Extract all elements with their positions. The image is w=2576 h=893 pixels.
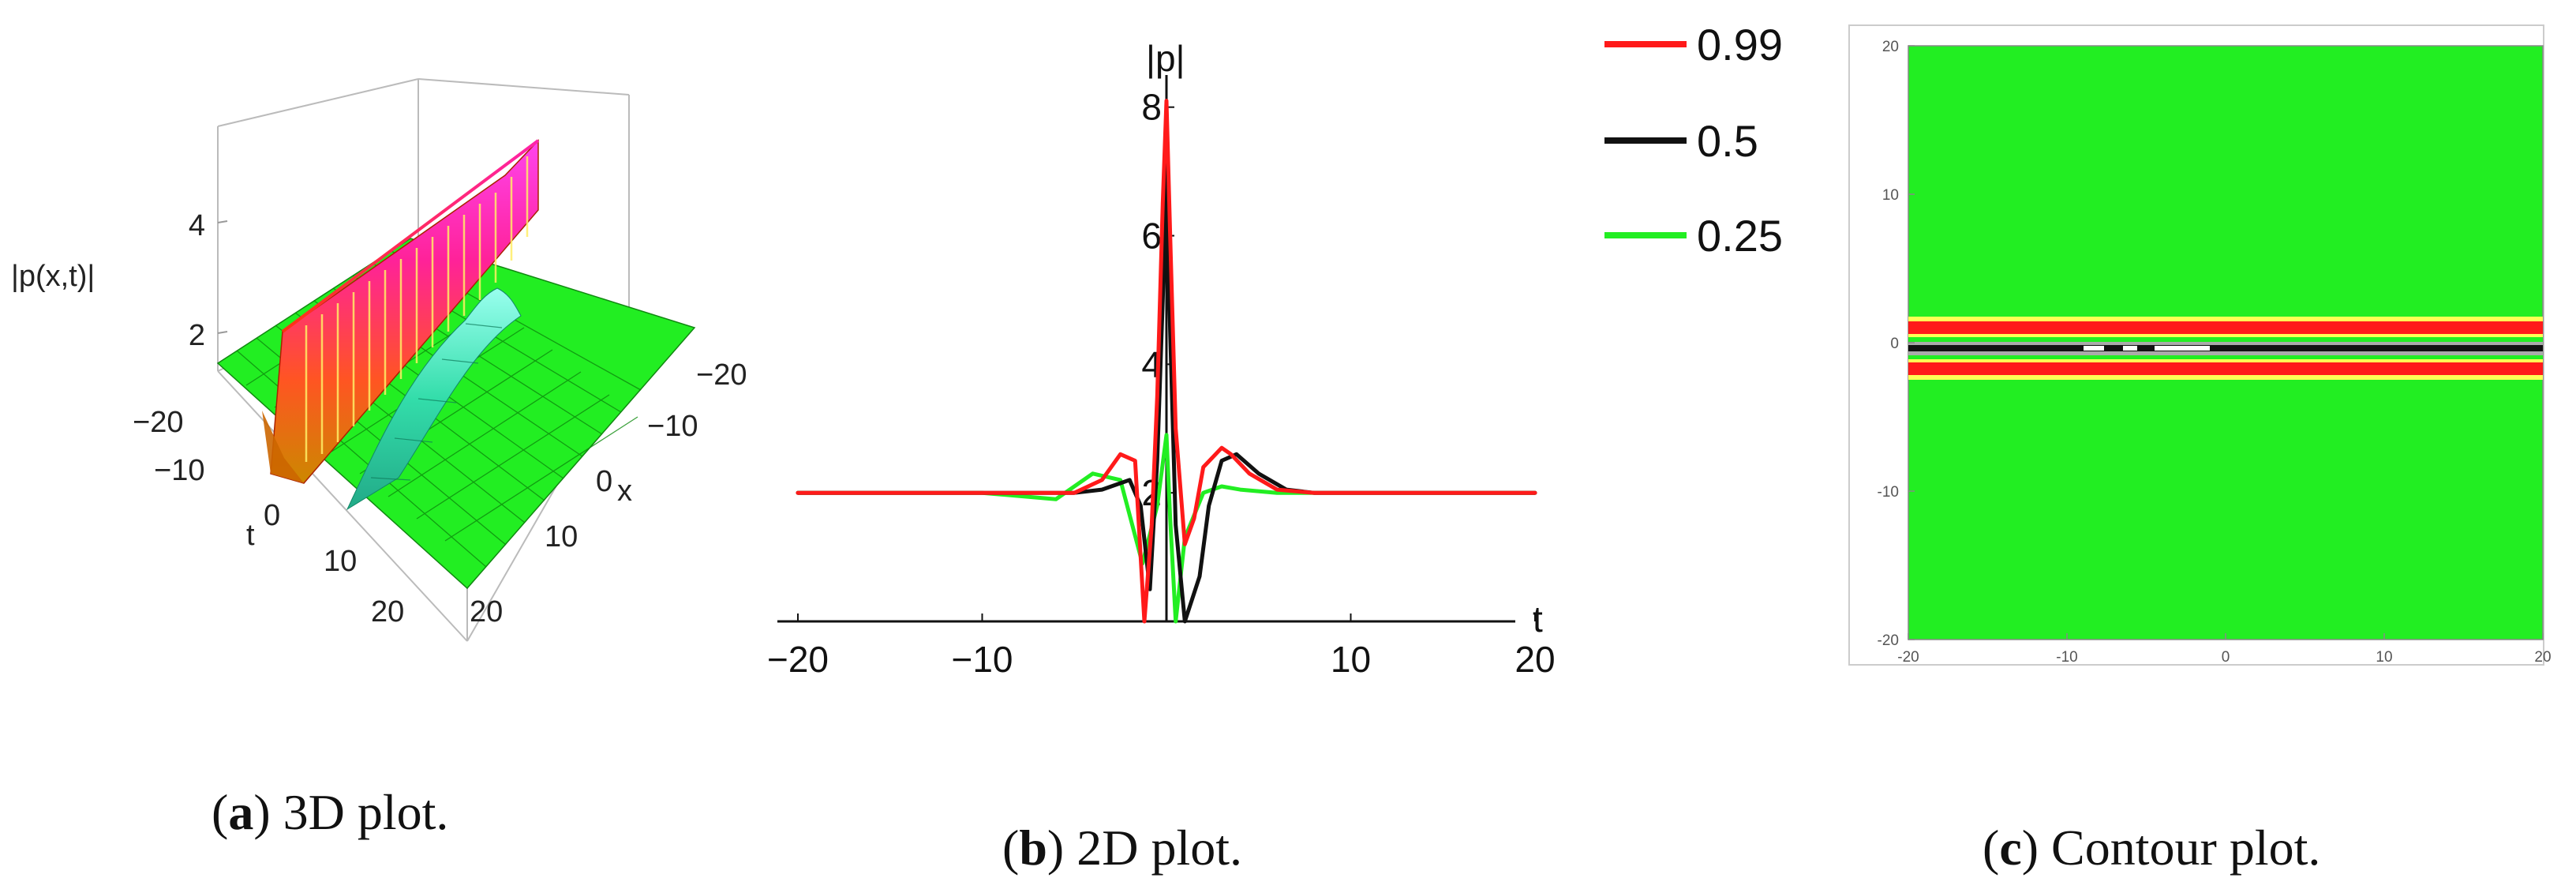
x-tick-label: 20: [470, 595, 503, 628]
z-axis-label: |p(x,t)|: [11, 260, 95, 293]
contour-stripe: [1908, 334, 2543, 337]
t-axis-label: t: [1533, 598, 1543, 640]
x-tick-label: −10: [951, 639, 1013, 680]
contour-core-highlight: [2084, 346, 2104, 351]
caption-b-letter: b: [1019, 820, 1047, 876]
caption-a-text: 3D plot.: [271, 784, 449, 840]
series-line-0-99: [796, 99, 1537, 624]
box-edge: [217, 78, 419, 127]
ridge-base: [262, 411, 304, 483]
series-line-0-25: [796, 433, 1537, 624]
t-axis-label: t: [246, 519, 255, 552]
x-tick-label: 10: [545, 520, 578, 553]
z-tick-label: 4: [189, 209, 205, 242]
contour-core-highlight: [2123, 346, 2137, 351]
contour-y-tick-label: 10: [1882, 187, 1899, 204]
contour-gap: [1908, 337, 2543, 342]
wave-stripe: [417, 398, 457, 403]
wave-stripe: [441, 358, 479, 364]
t-tick-label: 0: [264, 499, 280, 532]
caption-b-text: 2D plot.: [1064, 820, 1242, 876]
contour-gap: [1908, 355, 2543, 359]
caption-a: (a) 3D plot.: [212, 784, 448, 840]
t-tick-label: −20: [133, 406, 183, 439]
panel-b-series: [796, 99, 1537, 624]
legend-label-0-99: 0.99: [1697, 20, 1783, 69]
panel-a-3d-plot: 4 2 |p(x,t)| −20 −10 0 10 20 t −20 −10 0…: [11, 78, 747, 642]
contour-y-tick-label: -20: [1878, 632, 1899, 649]
x-tick-label: −20: [767, 639, 829, 680]
caption-b: (b) 2D plot.: [1002, 820, 1242, 876]
x-axis: −20 −10 0 10 20 x: [470, 358, 747, 628]
panel-c-ticks: -20 -10 0 10 20 -20 -10 0 10 20: [1878, 39, 2552, 666]
caption-c-letter: c: [1999, 820, 2021, 876]
contour-stripe: [1908, 375, 2543, 380]
z-axis: 4 2 |p(x,t)|: [11, 209, 228, 352]
contour-stripe: [1908, 359, 2543, 362]
series-line-0-5: [796, 175, 1537, 624]
wave-stripe: [394, 437, 433, 443]
y-tick-label: 6: [1141, 216, 1162, 257]
x-tick-label: 10: [1331, 639, 1371, 680]
ridge-crest: [281, 139, 540, 333]
legend-label-0-5: 0.5: [1697, 116, 1758, 166]
caption-c-text: Contour plot.: [2039, 820, 2320, 876]
contour-core: [1908, 345, 2543, 351]
contour-y-tick-label: 20: [1882, 39, 1899, 55]
contour-band-lower: [1908, 362, 2543, 375]
contour-x-tick-label: 0: [2222, 649, 2230, 666]
contour-stripe: [1908, 342, 2543, 345]
contour-x-tick-label: -10: [2056, 649, 2077, 666]
contour-band-upper: [1908, 321, 2543, 334]
x-tick-label: −20: [696, 358, 747, 392]
mesh-line: [388, 371, 582, 497]
x-tick-label: 20: [1515, 639, 1555, 680]
wave-stripe: [465, 323, 503, 328]
contour-y-tick-label: 0: [1890, 336, 1899, 352]
caption-c: (c) Contour plot.: [1983, 820, 2320, 876]
contour-x-tick-label: -20: [1897, 649, 1919, 666]
ridge-stripes: [305, 156, 529, 462]
t-tick-label: −10: [154, 454, 204, 487]
box-edge: [217, 370, 468, 642]
x-axis-label: x: [617, 475, 632, 508]
wave-stripe: [370, 477, 411, 481]
mesh-line: [416, 394, 610, 520]
contour-stripe: [1908, 317, 2543, 321]
caption-a-letter: a: [228, 784, 253, 840]
legend-label-0-25: 0.25: [1697, 211, 1783, 261]
t-tick-label: 20: [371, 595, 404, 628]
mesh-line: [444, 416, 638, 542]
secondary-wave: [346, 287, 522, 511]
contour-y-tick-label: -10: [1878, 484, 1899, 501]
panel-c-contour-plot: -20 -10 0 10 20 -20 -10 0 10 20: [1848, 24, 2552, 666]
z-tick-label: 2: [189, 319, 205, 352]
contour-stripe: [1908, 351, 2543, 355]
contour-x-tick-label: 10: [2376, 649, 2392, 666]
x-tick-label: −10: [647, 410, 698, 443]
secondary-wave-stripes: [370, 323, 503, 481]
box-edge: [417, 78, 630, 96]
contour-frame: [1848, 24, 2544, 666]
contour-core-highlight: [2155, 346, 2210, 351]
t-axis: −20 −10 0 10 20 t: [133, 406, 404, 628]
z-tick-mark: [217, 331, 228, 334]
y-tick-label: 8: [1141, 87, 1162, 128]
contour-x-tick-label: 20: [2534, 649, 2551, 666]
p-axis-label: |p|: [1146, 38, 1185, 79]
t-tick-label: 10: [324, 545, 357, 578]
z-tick-mark: [217, 220, 228, 223]
x-tick-label: 0: [596, 465, 612, 498]
legend: 0.99 0.5 0.25: [1604, 20, 1783, 261]
